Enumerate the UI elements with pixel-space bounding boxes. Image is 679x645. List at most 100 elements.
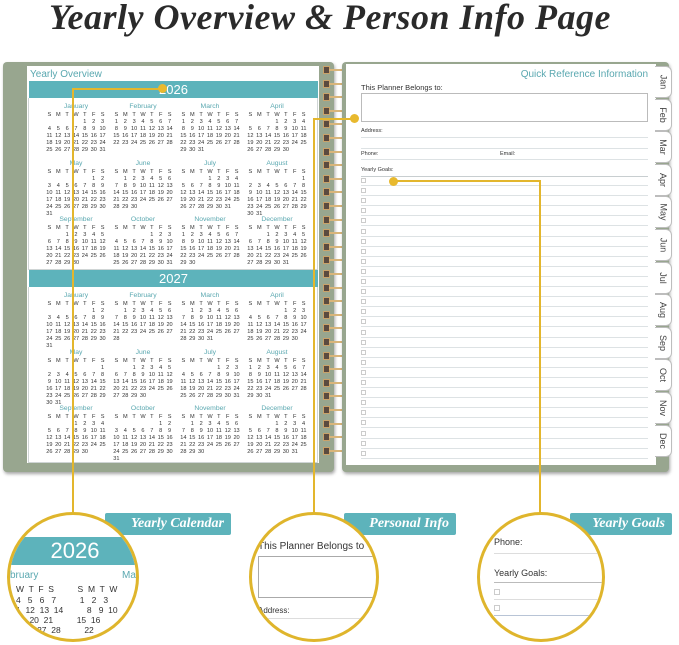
goal-line[interactable] <box>361 427 648 429</box>
goal-line[interactable] <box>361 225 648 227</box>
goal-checkbox[interactable] <box>361 178 366 183</box>
goal-line[interactable] <box>361 215 648 217</box>
empty-day <box>54 232 63 239</box>
day: 15 <box>273 133 281 139</box>
goal-checkbox[interactable] <box>361 359 366 365</box>
goal-checkbox[interactable] <box>361 208 366 214</box>
goal-line[interactable] <box>361 366 648 368</box>
goal-line[interactable] <box>361 387 648 388</box>
tab-may[interactable]: May <box>655 196 672 229</box>
day: 26 <box>282 386 289 392</box>
phone-email-line[interactable] <box>361 159 648 160</box>
zoom-line <box>494 553 602 554</box>
tab-feb[interactable]: Feb <box>655 98 672 131</box>
goal-checkbox[interactable] <box>361 420 366 426</box>
tab-jan[interactable]: Jan <box>655 66 672 98</box>
day: 16 <box>247 197 254 203</box>
goal-line[interactable] <box>361 336 648 338</box>
day: 14 <box>64 435 71 441</box>
goal-checkbox[interactable] <box>361 309 366 315</box>
day: 10 <box>46 190 53 196</box>
goal-checkbox[interactable] <box>361 410 366 416</box>
goal-line[interactable] <box>361 447 648 449</box>
tab-aug[interactable]: Aug <box>655 294 672 327</box>
month-name: September <box>59 405 93 412</box>
goal-checkbox[interactable] <box>361 248 366 254</box>
goal-checkbox[interactable] <box>361 188 366 194</box>
goal-checkbox[interactable] <box>361 299 366 305</box>
day: 4 <box>302 119 306 125</box>
day: 23 <box>99 197 106 203</box>
day: 12 <box>122 246 129 252</box>
tab-nov[interactable]: Nov <box>655 392 672 424</box>
goal-line[interactable] <box>361 255 648 257</box>
goal-checkbox[interactable] <box>361 440 366 446</box>
tab-dec[interactable]: Dec <box>655 424 672 457</box>
goal-line[interactable] <box>361 326 648 328</box>
address-line[interactable] <box>361 137 648 138</box>
goal-checkbox[interactable] <box>361 238 366 244</box>
goal-checkbox[interactable] <box>361 380 366 385</box>
goal-checkbox[interactable] <box>361 369 366 375</box>
month-name: May <box>69 349 83 356</box>
owner-name-field[interactable] <box>361 93 648 122</box>
empty-day <box>246 232 255 239</box>
day: 25 <box>291 253 298 259</box>
goal-checkbox[interactable] <box>361 258 366 264</box>
day: 14 <box>72 133 80 139</box>
goal-line[interactable] <box>361 397 648 399</box>
goal-checkbox[interactable] <box>361 450 366 456</box>
goal-checkbox[interactable] <box>361 390 366 396</box>
goal-checkbox[interactable] <box>361 430 366 436</box>
goal-checkbox[interactable] <box>361 198 366 204</box>
tab-sep[interactable]: Sep <box>655 326 672 359</box>
tab-jul[interactable]: Jul <box>655 261 672 294</box>
goal-line[interactable] <box>361 306 648 308</box>
goal-line[interactable] <box>361 205 648 207</box>
personal-info-zoom: This Planner Belongs to Address: <box>249 512 379 642</box>
goal-checkbox[interactable] <box>361 228 366 234</box>
tab-jun[interactable]: Jun <box>655 229 672 261</box>
week-row: 29 30 31 <box>179 147 241 154</box>
goal-line[interactable] <box>361 346 648 348</box>
goal-checkbox[interactable] <box>361 329 366 335</box>
goal-line[interactable] <box>361 376 648 378</box>
day: 13 <box>233 428 240 434</box>
goal-line[interactable] <box>361 235 648 237</box>
day: 16 <box>166 435 173 441</box>
goal-checkbox[interactable] <box>361 289 366 295</box>
day: 7 <box>74 126 78 132</box>
goal-checkbox[interactable] <box>361 339 366 345</box>
empty-day <box>264 119 273 126</box>
goal-checkbox[interactable] <box>361 400 366 406</box>
weekday-label: W <box>73 301 79 307</box>
goal-line[interactable] <box>361 286 648 287</box>
tab-mar[interactable]: Mar <box>655 131 672 164</box>
goal-line[interactable] <box>361 407 648 409</box>
day: 6 <box>190 183 194 189</box>
goal-checkbox[interactable] <box>361 319 366 325</box>
address-line-2[interactable] <box>361 148 648 149</box>
goal-line[interactable] <box>361 437 648 439</box>
goal-checkbox[interactable] <box>361 218 366 224</box>
goal-line[interactable] <box>361 457 648 459</box>
day: 11 <box>55 190 62 196</box>
goal-line[interactable] <box>361 185 648 186</box>
goal-line[interactable] <box>361 316 648 318</box>
tab-apr[interactable]: Apr <box>655 163 672 196</box>
goal-line[interactable] <box>361 296 648 298</box>
goal-line[interactable] <box>361 195 648 197</box>
goal-line[interactable] <box>361 275 648 277</box>
weekday-label: W <box>274 112 280 118</box>
goal-line[interactable] <box>361 245 648 247</box>
weekday-label: T <box>65 301 69 307</box>
goal-line[interactable] <box>361 265 648 267</box>
goal-line[interactable] <box>361 417 648 419</box>
goal-checkbox[interactable] <box>361 279 366 284</box>
week-row: 20 21 22 23 24 25 26 <box>246 253 308 260</box>
goal-checkbox[interactable] <box>361 349 366 355</box>
goal-line[interactable] <box>361 356 648 358</box>
tab-oct[interactable]: Oct <box>655 359 672 392</box>
goal-checkbox[interactable] <box>361 268 366 274</box>
